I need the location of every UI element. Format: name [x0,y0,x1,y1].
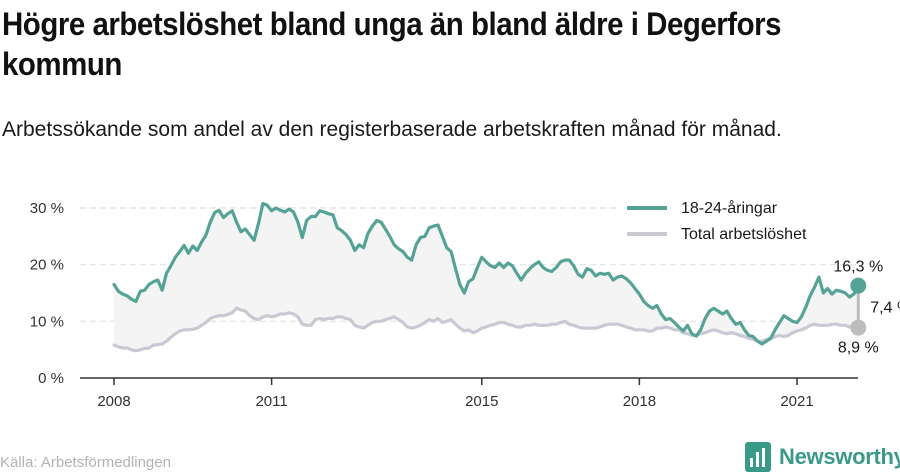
series-line-total [112,306,860,353]
end-markers: 16,3 % 7,4 % 8,9 % [833,259,900,357]
x-tick-label: 2015 [465,393,498,410]
legend: 18-24-åringar Total arbetslöshet [620,192,860,250]
x-tick-label: 2021 [780,393,813,410]
series-lines [112,201,860,353]
y-tick-label: 10 % [30,313,64,330]
brand-name: Newsworthy [779,444,900,469]
end-label-total: 8,9 % [838,340,879,357]
source-note: Källa: Arbetsförmedlingen [0,454,171,471]
chart-subtitle: Arbetssökande som andel av den registerb… [2,118,782,141]
y-tick-label: 0 % [38,370,64,387]
y-tick-label: 30 % [30,200,64,217]
end-marker-total [850,319,867,336]
newsworthy-logo-icon [745,442,771,472]
legend-label-young: 18-24-åringar [681,199,778,217]
end-label-young: 16,3 % [833,259,883,276]
chart-title: Högre arbetslöshet bland unga än bland ä… [2,6,782,82]
line-chart: 0 % 10 % 20 % 30 % 2008 2011 2015 2018 2021 18-2… [29,192,900,410]
x-tick-label: 2018 [623,393,656,410]
gap-label: 7,4 % [870,300,900,317]
axes: 0 % 10 % 20 % 30 % 2008 2011 2015 2018 2021 [30,200,858,410]
brand-logo: Newsworthy [745,442,900,472]
gap-area-fill [114,203,859,351]
legend-label-total: Total arbetslöshet [681,226,807,243]
x-tick-label: 2008 [97,393,130,410]
end-marker-young [850,277,867,294]
gap-area [114,203,859,351]
x-tick-label: 2011 [255,393,287,410]
series-line-young [112,201,860,346]
y-tick-label: 20 % [30,257,64,274]
